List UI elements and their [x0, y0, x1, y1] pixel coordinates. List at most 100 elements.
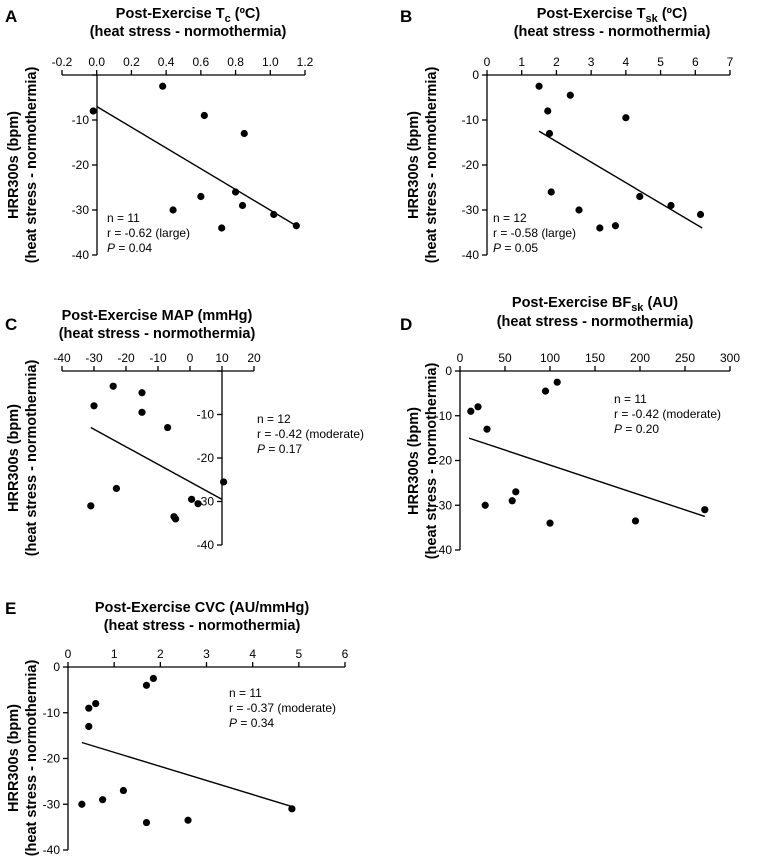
x-tick-label: 5 [295, 647, 302, 661]
panel-title: Post-Exercise MAP (mmHg) [62, 308, 253, 324]
x-tick-label: 2 [553, 55, 560, 69]
y-axis-label: HRR300s (bpm) (heat stress - normothermia… [406, 67, 440, 264]
y-tick-label: -20 [197, 451, 215, 465]
y-tick-label: -20 [435, 454, 453, 468]
y-tick-label: -40 [435, 543, 453, 557]
y-tick-label: -20 [462, 158, 480, 172]
y-tick-label: -40 [43, 843, 61, 857]
data-point [622, 114, 630, 122]
x-tick-label: 250 [675, 351, 695, 365]
data-point [701, 506, 709, 514]
y-axis-label-line2: (heat stress - normothermia) [24, 360, 40, 557]
regression-line [81, 741, 293, 808]
stat-r: r = -0.42 (moderate) [257, 427, 364, 441]
stat-r: r = -0.62 (large) [107, 226, 190, 240]
data-point [667, 201, 675, 210]
data-point [474, 403, 482, 411]
x-tick-label: -30 [85, 351, 103, 365]
stat-p: P = 0.04 [107, 241, 152, 255]
x-tick-label: 4 [249, 647, 256, 661]
x-tick-label: 0.8 [227, 55, 244, 69]
x-tick-label: 20 [247, 351, 261, 365]
data-point [270, 210, 278, 219]
data-point [164, 423, 172, 432]
x-tick-label: 6 [342, 647, 349, 661]
x-tick-label: 0.2 [123, 55, 140, 69]
panel-title: Post-Exercise CVC (AU/mmHg) [95, 600, 309, 616]
data-point [188, 495, 196, 503]
x-tick-label: -40 [53, 351, 71, 365]
data-point [169, 206, 177, 214]
y-tick-label: 0 [472, 68, 479, 82]
x-tick-label: 6 [692, 55, 699, 69]
y-tick-label: -30 [435, 498, 453, 512]
data-point [240, 129, 248, 138]
stat-n: n = 12 [257, 412, 291, 426]
stat-n: n = 12 [493, 211, 527, 225]
panel-e: E Post-Exercise CVC (AU/mmHg) (heat stress… [5, 599, 349, 857]
data-point [99, 796, 107, 804]
x-tick-label: 50 [498, 351, 512, 365]
x-tick-label: 200 [630, 351, 650, 365]
x-tick-label: -20 [117, 351, 135, 365]
data-point [78, 800, 86, 808]
panel-label: D [400, 315, 412, 334]
y-axis-label-line2: (heat stress - normothermia) [424, 363, 440, 560]
data-point [508, 497, 516, 505]
data-point [200, 111, 208, 120]
y-axis-label: HRR300s (bpm) (heat stress - normothermia… [6, 660, 40, 857]
x-tick-label: -10 [149, 351, 167, 365]
x-tick-label: 0 [187, 351, 194, 365]
data-point [138, 408, 146, 416]
regression-line [538, 130, 703, 229]
data-point [696, 210, 705, 219]
y-tick-label: -10 [462, 113, 480, 127]
x-tick-label: 0 [65, 647, 72, 661]
y-tick-label: -30 [462, 203, 480, 217]
x-tick-label: 0.6 [193, 55, 210, 69]
panel-title: Post-Exercise Tc (ºC) [116, 6, 261, 25]
panel-subtitle: (heat stress - normothermia) [497, 314, 694, 330]
y-axis-label-line2: (heat stress - normothermia) [24, 660, 40, 857]
y-tick-label: -20 [72, 158, 90, 172]
y-axis-label-line1: HRR300s (bpm) [406, 111, 422, 219]
data-point [85, 722, 93, 731]
data-point [467, 407, 475, 415]
data-point [218, 224, 226, 232]
panel-label: C [5, 315, 17, 334]
data-point [483, 425, 491, 433]
x-tick-label: 1 [518, 55, 525, 69]
y-axis-label: HRR300s (bpm) (heat stress - normothermia… [6, 360, 40, 557]
y-tick-label: 0 [445, 364, 452, 378]
panel-subtitle: (heat stress - normothermia) [90, 24, 287, 40]
data-point [566, 91, 574, 99]
data-point [512, 488, 520, 496]
data-point [142, 681, 151, 689]
panel-title: Post-Exercise BFsk (AU) [512, 295, 678, 314]
x-tick-label: 2 [157, 647, 164, 661]
data-point [547, 188, 555, 196]
x-tick-label: 1.2 [297, 55, 314, 69]
data-point [535, 82, 543, 90]
x-tick-label: 5 [657, 55, 664, 69]
regression-line [468, 437, 706, 518]
data-point [92, 700, 100, 708]
data-point [85, 704, 93, 712]
y-tick-label: -30 [43, 797, 61, 811]
x-tick-label: 10 [215, 351, 229, 365]
stat-p: P = 0.05 [493, 241, 538, 255]
data-point [553, 378, 561, 386]
data-point [89, 107, 97, 115]
x-tick-label: 100 [540, 351, 560, 365]
data-point [596, 224, 604, 232]
data-point [194, 500, 202, 508]
data-point [575, 206, 583, 214]
x-tick-label: 4 [623, 55, 630, 69]
stat-r: r = -0.42 (moderate) [614, 407, 721, 421]
data-point [541, 387, 550, 395]
y-axis-label-line1: HRR300s (bpm) [6, 404, 22, 512]
x-tick-label: 1.0 [262, 55, 279, 69]
y-tick-label: -10 [72, 113, 90, 127]
